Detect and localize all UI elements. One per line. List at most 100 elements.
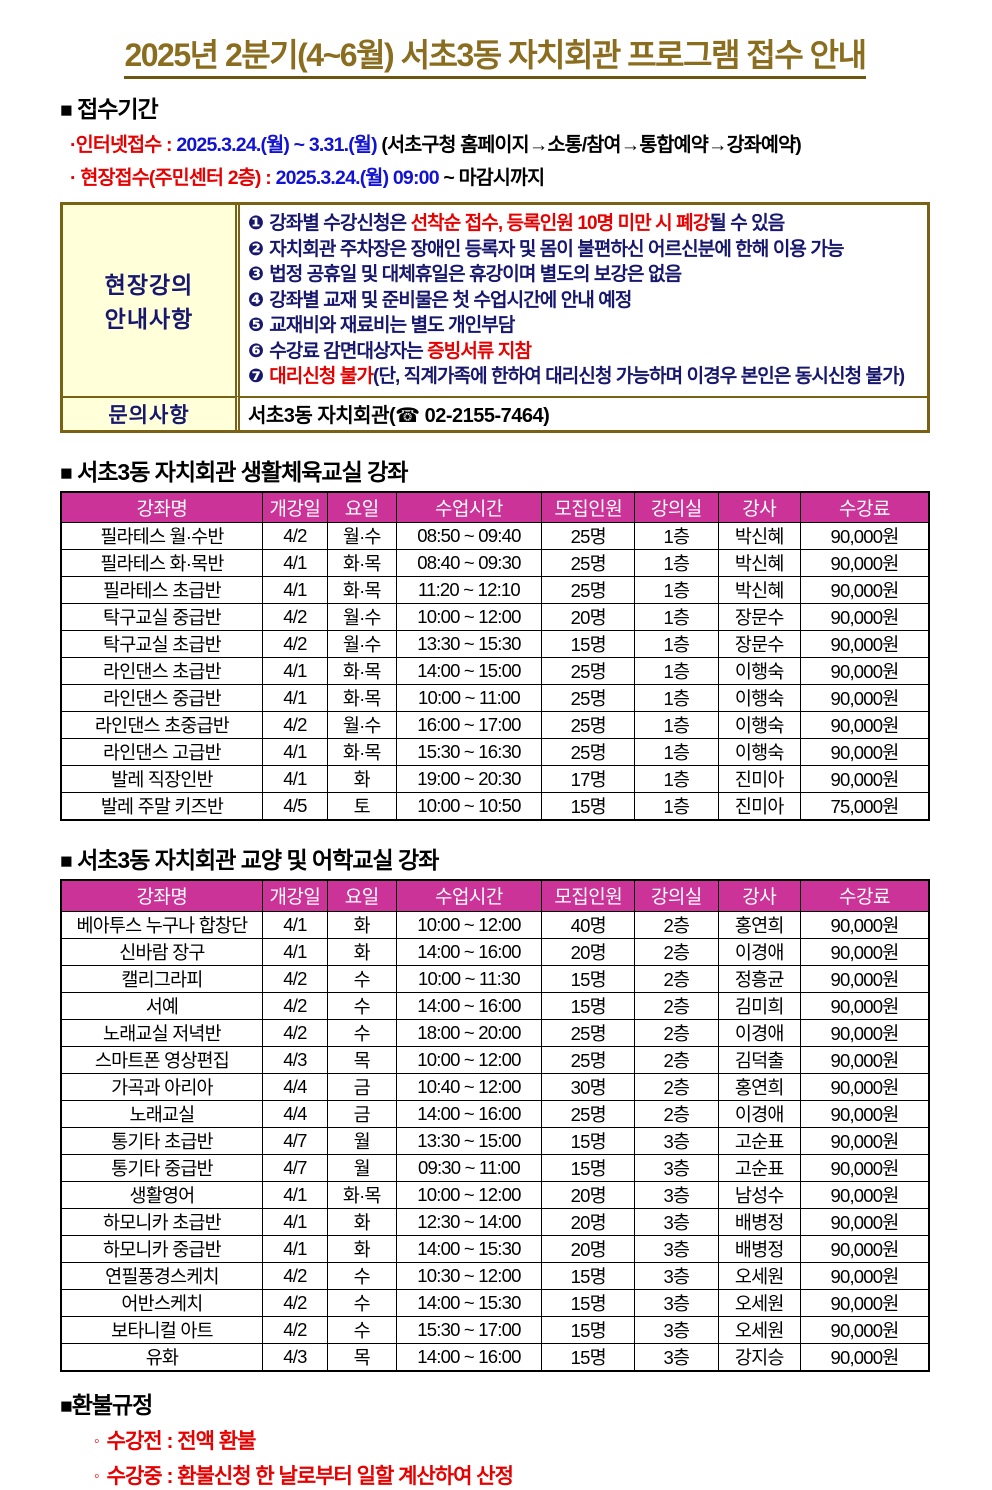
table-cell: 13:30 ~ 15:30 [395,630,543,658]
notice-item-text: 교재비와 재료비는 별도 개인부담 [269,315,515,336]
table-cell: 14:00 ~ 15:30 [395,1234,543,1263]
inquiry-row: 문의사항 서초3동 자치회관(☎ 02-2155-7464) [63,395,927,430]
table-cell: 2층 [634,910,719,939]
table-cell: 화 [326,1234,397,1263]
table-cell: 90,000원 [799,1180,930,1209]
table-cell: 90,000원 [799,1018,930,1047]
notice-item: ❸ 법정 공휴일 및 대체휴일은 휴강이며 별도의 보강은 없음 [248,262,923,288]
table-cell: 배병정 [717,1234,801,1263]
table-cell: 90,000원 [799,1207,930,1236]
table-cell: 90,000원 [799,765,930,793]
table-cell: 가곡과 아리아 [60,1072,263,1101]
table-cell: 10:00 ~ 12:00 [395,910,543,939]
table-cell: 월 [326,1153,397,1182]
table-cell: 화 [326,1207,397,1236]
table-cell: 화·목 [326,657,397,685]
table-cell: 15명 [541,1288,636,1317]
table-cell: 09:30 ~ 11:00 [395,1153,543,1182]
table-cell: 1층 [634,603,719,631]
notice-item-text: 선착순 접수, 등록인원 10명 미만 시 폐강 [410,213,711,234]
circle-bullet-icon: ◦ [94,1432,100,1450]
table-cell: 라인댄스 초중급반 [60,711,263,739]
table-cell: 90,000원 [799,1072,930,1101]
table-cell: 14:00 ~ 16:00 [395,1099,543,1128]
table-cell: 2층 [634,1072,719,1101]
notice-item-text: 강좌별 교재 및 준비물은 첫 수업시간에 안내 예정 [269,289,632,311]
table-row: 서예 4/2 수 14:00 ~ 16:00 15명 2층 김미희 90,000원 [60,991,930,1020]
table-cell: 75,000원 [799,792,930,821]
column-header: 모집인원 [541,879,636,912]
notice-item-text: 강좌별 수강신청은 [269,213,411,234]
table-cell: 하모니카 초급반 [60,1207,263,1236]
table-row: 라인댄스 중급반 4/1 화·목 10:00 ~ 11:00 25명 1층 이행숙 90,00… [60,684,930,712]
table-cell: 10:00 ~ 12:00 [395,1180,543,1209]
table-row: 통기타 중급반 4/7 월 09:30 ~ 11:00 15명 3층 고순표 90,000원 [60,1153,930,1182]
table-cell: 장문수 [717,630,801,658]
table-cell: 4/2 [261,711,328,739]
inquiry-label: 문의사항 [108,403,190,427]
table-cell: 15명 [541,1126,636,1155]
column-header: 강의실 [634,879,719,912]
refund-items-list: ◦ 수강전 : 전액 환불 ◦ 수강중 : 환불신청 한 날로부터 일할 계산하여 산… [60,1425,930,1490]
notice-item: ❹ 강좌별 교재 및 준비물은 첫 수업시간에 안내 예정 [248,288,923,314]
table-cell: 금 [326,1099,397,1128]
table-row: 생활영어 4/1 화·목 10:00 ~ 12:00 20명 3층 남성수 90,000원 [60,1180,930,1209]
table-cell: 90,000원 [799,684,930,712]
table-row: 발레 직장인반 4/1 화 19:00 ~ 20:30 17명 1층 진미아 90,000원 [60,765,930,793]
column-header: 요일 [326,491,397,523]
table-cell: 금 [326,1072,397,1101]
table-cell: 고순표 [717,1153,801,1182]
table-cell: 4/1 [261,765,328,793]
table-cell: 25명 [541,1045,636,1074]
table-cell: 4/5 [261,792,328,821]
table-cell: 2층 [634,1045,719,1074]
table-cell: 17명 [541,765,636,793]
table-cell: 월 [326,1126,397,1155]
table-cell: 토 [326,792,397,821]
table-cell: 3층 [634,1153,719,1182]
table-cell: 90,000원 [799,1342,930,1371]
table-row: 하모니카 중급반 4/1 화 14:00 ~ 15:30 20명 3층 배병정 90,000원 [60,1234,930,1263]
table-cell: 생활영어 [60,1180,263,1209]
table-cell: 발레 주말 키즈반 [60,792,263,821]
table-cell: 10:00 ~ 12:00 [395,603,543,631]
table-cell: 신바람 장구 [60,937,263,966]
table-cell: 4/1 [261,576,328,604]
table-cell: 08:40 ~ 09:30 [395,549,543,577]
table-cell: 수 [326,1261,397,1290]
table-cell: 4/1 [261,1180,328,1209]
table-cell: 15:30 ~ 17:00 [395,1315,543,1344]
refund-section: ■환불규정 ◦ 수강전 : 전액 환불 ◦ 수강중 : 환불신청 한 날로부터 일할 … [60,1386,930,1490]
table-cell: 25명 [541,738,636,766]
table-cell: 화·목 [326,684,397,712]
table-cell: 이행숙 [717,684,801,712]
table-cell: 김덕출 [717,1045,801,1074]
table-cell: 4/2 [261,522,328,550]
page-title-text: 2025년 2분기(4~6월) 서초3동 자치회관 프로그램 접수 안내 [124,37,867,79]
table-cell: 90,000원 [799,1288,930,1317]
table-cell: 10:00 ~ 10:50 [395,792,543,821]
table-cell: 1층 [634,522,719,550]
table-cell: 25명 [541,576,636,604]
table-cell: 진미아 [717,765,801,793]
reception-heading-text: 접수기간 [71,96,159,122]
table-cell: 2층 [634,1018,719,1047]
table-cell: 4/1 [261,684,328,712]
inquiry-value: 서초3동 자치회관(☎ 02-2155-7464) [248,405,550,427]
table-cell: 3층 [634,1342,719,1371]
table-cell: 화 [326,765,397,793]
notice-item: ❺ 교재비와 재료비는 별도 개인부담 [248,313,923,339]
table-cell: 3층 [634,1261,719,1290]
table-cell: 이경애 [717,937,801,966]
table-cell: 화 [326,937,397,966]
table-cell: 필라테스 화·목반 [60,549,263,577]
notice-box: 현장강의 안내사항 ❶ 강좌별 수강신청은 선착순 접수, 등록인원 10명 미만… [60,202,930,433]
table-cell: 이행숙 [717,711,801,739]
table-cell: 20명 [541,603,636,631]
table-cell: 3층 [634,1288,719,1317]
column-header: 강사 [717,491,801,523]
table-row: 발레 주말 키즈반 4/5 토 10:00 ~ 10:50 15명 1층 진미아 75,000… [60,792,930,821]
notice-item-text: 대리신청 불가 [269,366,374,387]
table-cell: 25명 [541,711,636,739]
